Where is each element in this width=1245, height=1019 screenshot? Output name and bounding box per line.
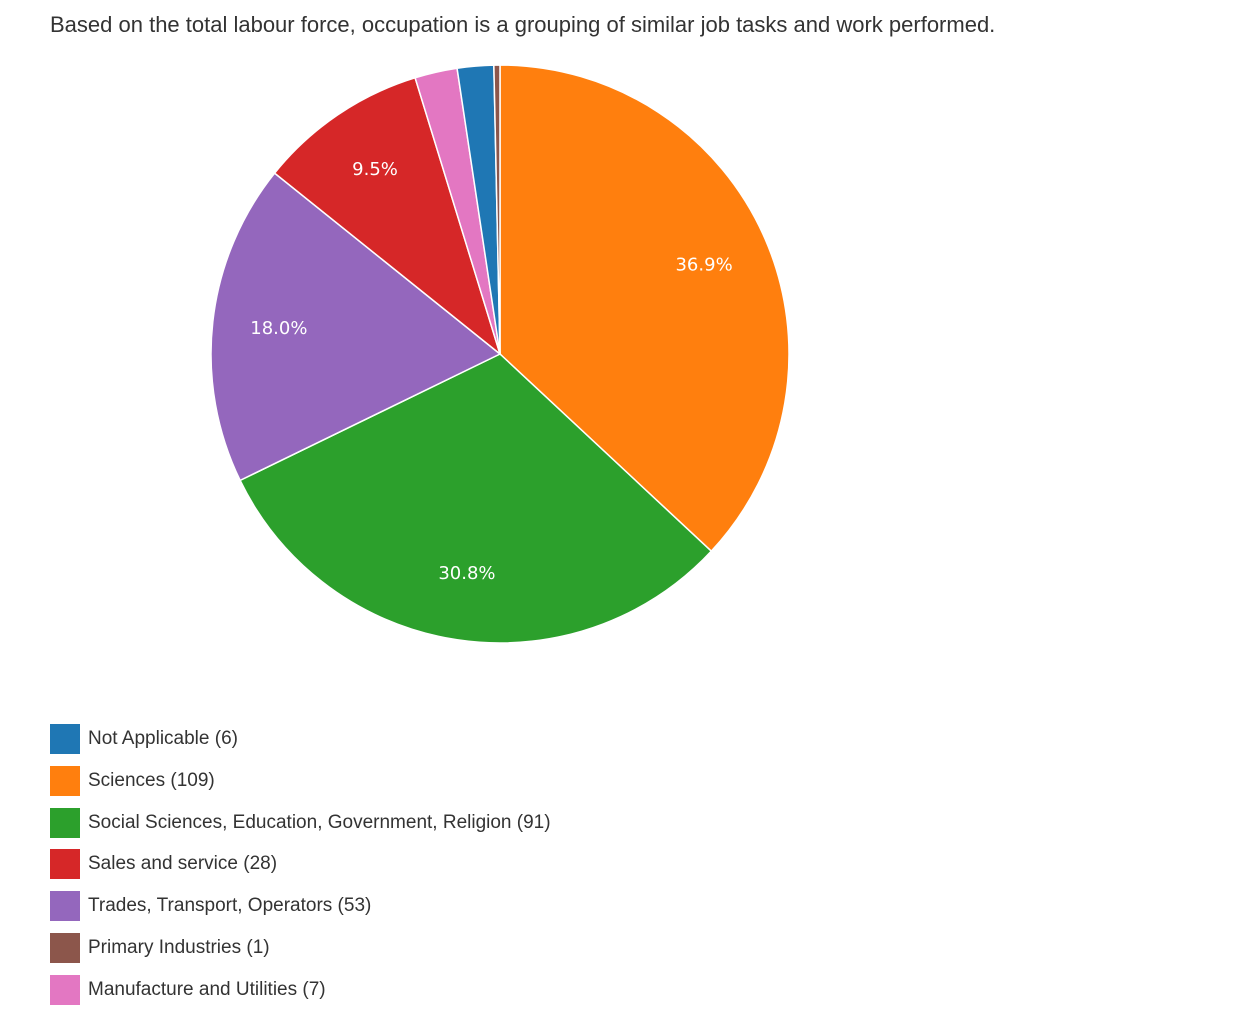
- legend-label: Primary Industries (1): [88, 936, 270, 958]
- pie-slice-4: [273, 76, 502, 357]
- slice-percent-label: 36.9%: [675, 254, 732, 275]
- pie-slice-3: [210, 172, 502, 482]
- slice-percent-label: 30.8%: [438, 563, 495, 584]
- legend-item: Trades, Transport, Operators (53): [50, 891, 551, 922]
- slice-percent-label: 18.0%: [250, 318, 307, 339]
- legend-item: Manufacture and Utilities (7): [50, 974, 551, 1005]
- legend-label: Manufacture and Utilities (7): [88, 978, 326, 1000]
- pie-slice-7: [493, 64, 501, 355]
- legend-swatch: [50, 849, 80, 880]
- slice-percent-label: 9.5%: [352, 159, 398, 180]
- legend-item: Not Applicable (6): [50, 724, 551, 754]
- legend-swatch: [50, 974, 80, 1005]
- legend-swatch: [50, 765, 80, 796]
- legend-swatch: [50, 807, 80, 838]
- legend-item: Sales and service (28): [50, 849, 551, 880]
- legend: Not Applicable (6) Sciences (109) Social…: [50, 724, 551, 1017]
- legend-item: Primary Industries (1): [50, 932, 551, 963]
- legend-label: Trades, Transport, Operators (53): [88, 895, 372, 917]
- legend-label: Sales and service (28): [88, 853, 278, 875]
- pie-chart: 36.9% 30.8% 18.0% 9.5%: [210, 64, 790, 644]
- legend-swatch: [50, 932, 80, 963]
- legend-swatch: [50, 724, 80, 754]
- pie-slice-1: [499, 64, 790, 553]
- legend-swatch: [50, 891, 80, 922]
- legend-item: Sciences (109): [50, 765, 551, 796]
- chart-title: Based on the total labour force, occupat…: [50, 12, 996, 37]
- legend-label: Sciences (109): [88, 769, 215, 791]
- legend-label: Not Applicable (6): [88, 728, 238, 749]
- pie-slice-2: [239, 353, 713, 644]
- legend-item: Social Sciences, Education, Government, …: [50, 807, 551, 838]
- legend-label: Social Sciences, Education, Government, …: [88, 811, 551, 833]
